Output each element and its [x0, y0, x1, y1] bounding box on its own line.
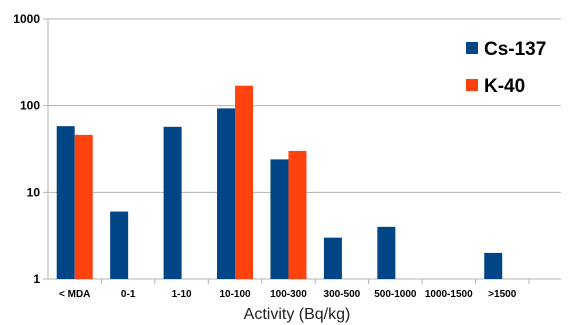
- x-tick-label: 500-1000: [374, 289, 417, 300]
- bar-cs137-3: [217, 108, 236, 279]
- y-tick-label: 10: [27, 185, 41, 199]
- y-tick-label: 1: [33, 272, 40, 286]
- bar-k40-3: [235, 85, 254, 279]
- bar-cs137-8: [484, 252, 503, 279]
- x-tick-label: 100-300: [270, 289, 307, 300]
- x-axis-label: Activity (Bq/kg): [244, 306, 351, 323]
- x-tick-label: 1000-1500: [425, 289, 473, 300]
- bar-cs137-0: [56, 126, 75, 279]
- legend-swatch-k40: [466, 79, 478, 91]
- legend-label-cs137: Cs-137: [484, 39, 546, 60]
- x-tick-label: 0-1: [121, 289, 136, 300]
- y-tick-label: 100: [20, 99, 40, 113]
- legend-label-k40: K-40: [484, 76, 525, 97]
- bar-cs137-2: [163, 126, 182, 279]
- bar-k40-4: [288, 150, 307, 279]
- bars-layer: [56, 85, 503, 279]
- bar-k40-0: [74, 134, 93, 279]
- bar-cs137-4: [270, 159, 289, 279]
- x-tick-label: 300-500: [324, 289, 361, 300]
- x-tick-label: >1500: [488, 289, 517, 300]
- bar-cs137-1: [110, 211, 129, 279]
- x-tick-label: 10-100: [219, 289, 251, 300]
- bar-cs137-6: [377, 226, 396, 279]
- y-tick-label: 1000: [13, 12, 40, 26]
- legend: Cs-137 K-40: [466, 39, 546, 97]
- y-tick-labels: 1 10 100 1000: [13, 12, 40, 286]
- bar-cs137-5: [323, 237, 342, 279]
- x-tick-labels: < MDA 0-1 1-10 10-100 100-300 300-500 500-1000…: [59, 289, 517, 300]
- axis-layer: [47, 19, 530, 284]
- x-tick-label: < MDA: [59, 289, 90, 300]
- x-tick-label: 1-10: [172, 289, 192, 300]
- legend-swatch-cs137: [466, 42, 478, 54]
